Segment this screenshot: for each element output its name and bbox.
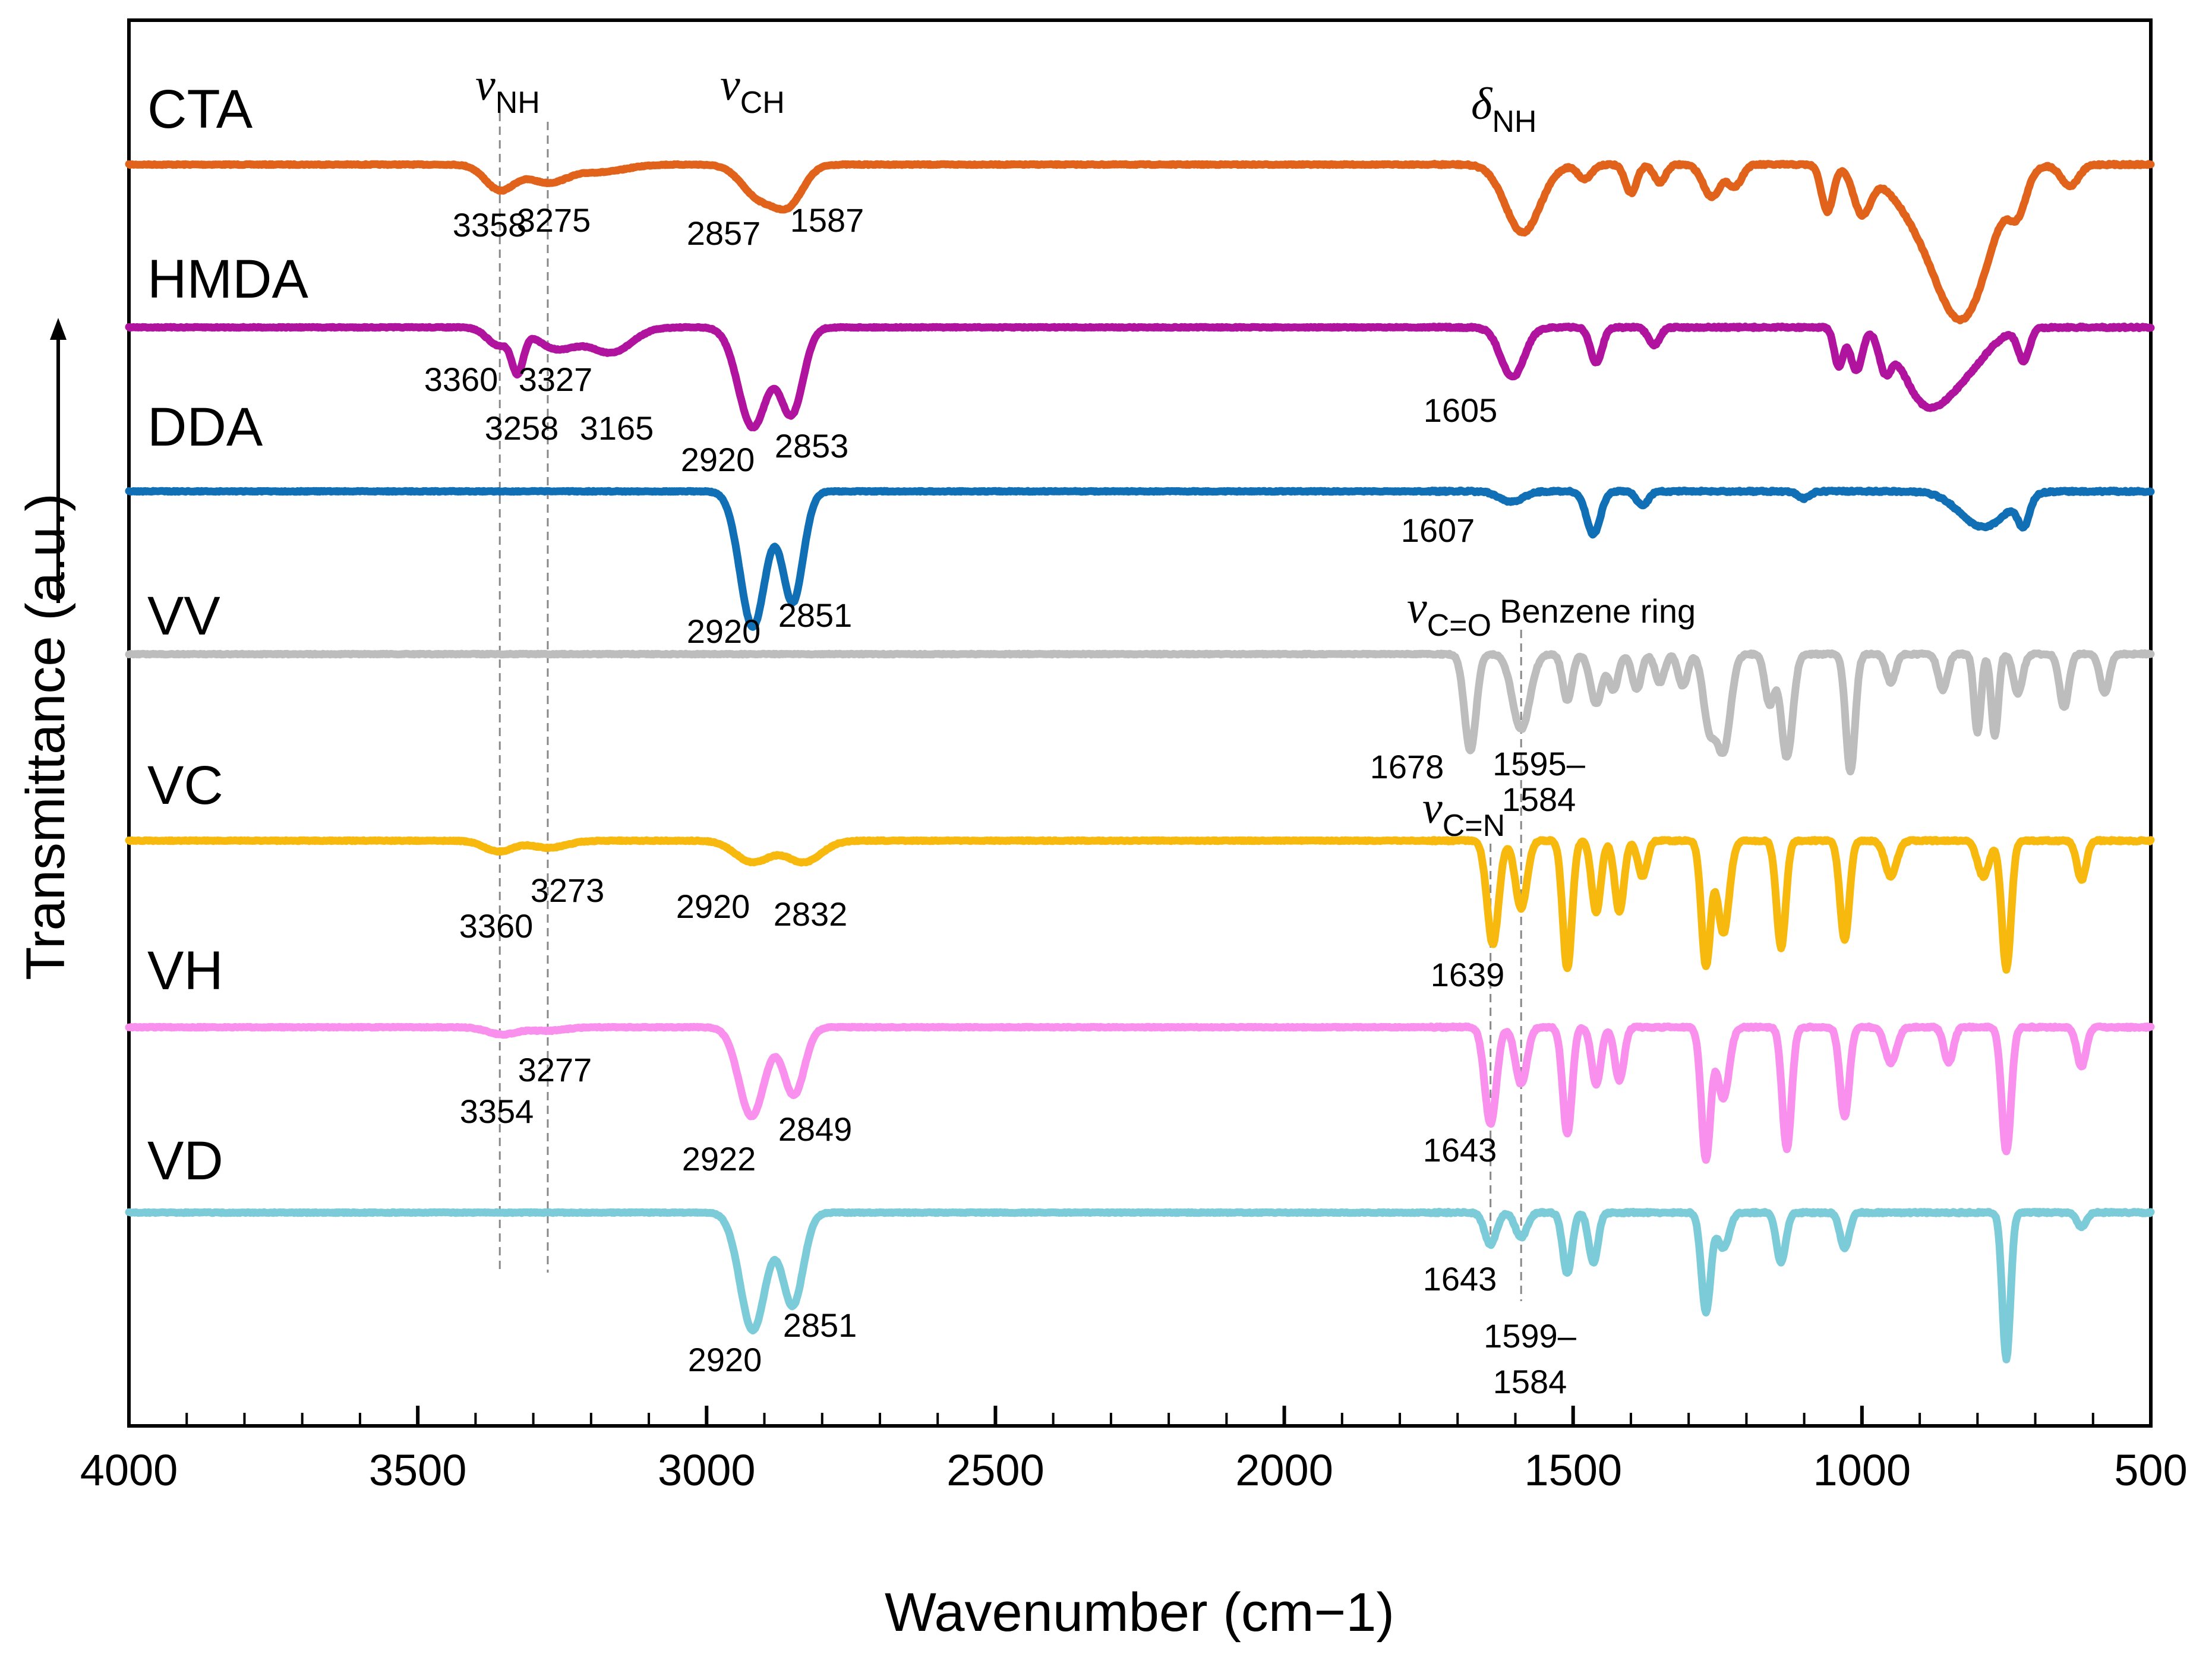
peak-label-vc: 2832	[774, 895, 848, 933]
y-axis-title: Transmittance (a.u.)	[15, 493, 76, 980]
peak-label-vh: 3354	[460, 1093, 534, 1130]
peak-label-vd: 2851	[783, 1306, 857, 1344]
peak-label-hmda: 3258	[485, 409, 559, 447]
annotation-nu-nh: vNH	[475, 60, 540, 120]
trace-vc	[125, 836, 2155, 974]
trace-vv	[125, 649, 2155, 776]
trace-dda	[125, 487, 2155, 631]
peak-label-vc: 3360	[459, 907, 534, 945]
series-name-vd: VD	[147, 1131, 223, 1191]
plot-frame	[127, 18, 2153, 1428]
x-tick-label: 3500	[369, 1445, 467, 1495]
trace-cta	[125, 160, 2155, 324]
peak-label-hmda: 3165	[580, 409, 654, 447]
series-name-vh: VH	[147, 940, 223, 1001]
x-axis-title: Wavenumber (cm−1)	[885, 1582, 1394, 1643]
peak-label-cta: 2857	[687, 214, 761, 252]
svg-text:vC=N: vC=N	[1422, 783, 1505, 843]
x-tick-label: 1500	[1524, 1445, 1622, 1495]
peak-label-hmda: 2853	[775, 427, 849, 465]
peak-label-vd: 1643	[1423, 1260, 1497, 1298]
x-tick-label: 2000	[1235, 1445, 1333, 1495]
x-tick-label: 2500	[946, 1445, 1045, 1495]
peak-label-vd: 2920	[688, 1341, 762, 1378]
trace-hmda	[125, 323, 2155, 431]
series-name-vv: VV	[147, 586, 220, 646]
annotation-nu-cn: vC=N	[1422, 783, 1505, 843]
peak-label-vh: 2849	[778, 1110, 853, 1148]
x-tick-label: 4000	[80, 1445, 178, 1495]
x-tick-label: 500	[2114, 1445, 2187, 1495]
peak-label-hmda: 1605	[1424, 392, 1498, 429]
svg-text:vNH: vNH	[475, 60, 540, 120]
peak-label-vd: 1599– 1584	[1484, 1317, 1577, 1400]
series-name-dda: DDA	[147, 397, 263, 457]
peak-label-vc: 2920	[676, 888, 750, 925]
x-tick-label: 1000	[1813, 1445, 1911, 1495]
peak-label-cta: 3275	[517, 201, 591, 239]
annotation-delta-nh: δNH	[1471, 79, 1536, 139]
spectra-traces	[125, 160, 2155, 1364]
peak-label-dda: 2920	[687, 613, 761, 650]
svg-text:δNH: δNH	[1471, 79, 1536, 139]
annotation-nu-ch: vCH	[720, 60, 785, 120]
peak-label-hmda: 3327	[519, 361, 593, 398]
peak-label-hmda: 3360	[424, 361, 498, 398]
series-names: CTA HMDA DDA VV VC VH VD	[147, 79, 309, 1191]
peak-label-dda: 1607	[1401, 512, 1475, 549]
peak-label-vv: 1595– 1584	[1492, 745, 1586, 818]
x-axis-ticks: 4000 3500 3000 2500 2000 1500 1000 500	[80, 1406, 2188, 1495]
trace-vd	[125, 1208, 2155, 1364]
guide-lines	[498, 113, 1522, 1301]
peak-label-cta: 1587	[790, 201, 864, 239]
series-name-cta: CTA	[147, 79, 253, 140]
peak-label-vh: 3277	[518, 1051, 592, 1088]
series-name-hmda: HMDA	[147, 249, 309, 310]
peak-label-vh: 2922	[682, 1140, 756, 1178]
peak-label-cta: 3358	[453, 206, 527, 244]
annotation-nu-co-benzene: vC=O Benzene ring	[1407, 583, 1696, 643]
x-tick-label: 3000	[658, 1445, 756, 1495]
series-name-vc: VC	[147, 755, 223, 816]
trace-vh	[125, 1022, 2155, 1164]
peak-label-vc: 1639	[1431, 956, 1505, 993]
y-axis-arrow	[50, 318, 67, 603]
peak-label-dda: 2851	[778, 596, 853, 634]
peak-label-vc: 3273	[531, 872, 605, 909]
svg-text:vCH: vCH	[720, 60, 785, 120]
peak-label-vv: 1678	[1370, 748, 1444, 785]
peak-label-vh: 1643	[1423, 1131, 1497, 1169]
peak-label-hmda: 2920	[681, 441, 755, 478]
